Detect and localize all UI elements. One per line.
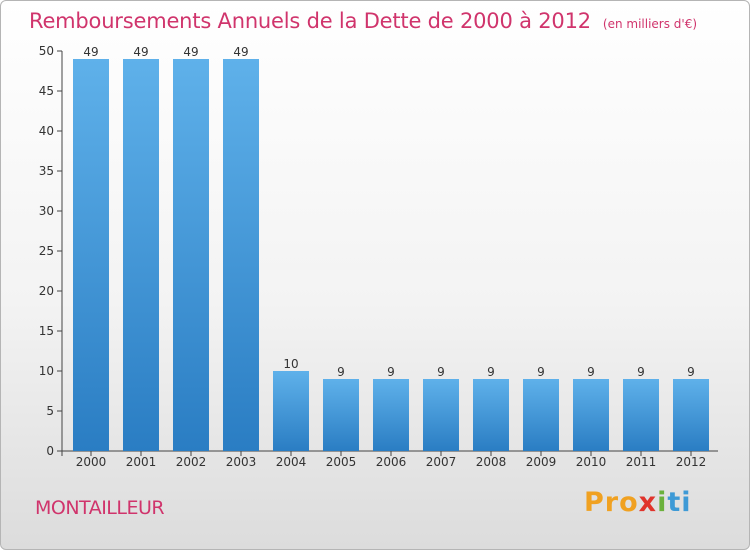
proxiti-logo: Proxiti: [584, 489, 692, 516]
bar: [173, 59, 209, 451]
x-tick-label: 2011: [626, 455, 657, 469]
bar: [623, 379, 659, 451]
bar: [423, 379, 459, 451]
logo-part-1: Pro: [584, 487, 639, 518]
chart-unit: (en milliers d'€): [602, 17, 698, 31]
data-label: 49: [133, 45, 148, 59]
chart-title: Remboursements Annuels de la Dette de 20…: [29, 9, 697, 33]
y-tick-label: 10: [39, 364, 54, 378]
bar: [323, 379, 359, 451]
y-tick-label: 20: [39, 284, 54, 298]
y-tick-label: 40: [39, 124, 54, 138]
x-tick-label: 2007: [426, 455, 457, 469]
y-tick-label: 50: [39, 44, 54, 58]
y-tick-label: 5: [46, 404, 54, 418]
y-tick-label: 30: [39, 204, 54, 218]
data-label: 9: [687, 365, 695, 379]
y-tick-label: 15: [39, 324, 54, 338]
bar: [273, 371, 309, 451]
x-tick-label: 2004: [276, 455, 307, 469]
x-tick-label: 2008: [476, 455, 507, 469]
y-tick-label: 45: [39, 84, 54, 98]
axes: 0 5 10 15 20 25 30 35 40 45 50: [39, 44, 718, 458]
y-tick-label: 0: [46, 444, 54, 458]
logo-part-3: i: [657, 487, 668, 518]
data-label: 9: [587, 365, 595, 379]
x-tick-label: 2010: [576, 455, 607, 469]
x-tick-label: 2000: [76, 455, 107, 469]
bar: [673, 379, 709, 451]
bar: [473, 379, 509, 451]
bars: [73, 59, 709, 451]
y-tick-label: 35: [39, 164, 54, 178]
data-label: 10: [283, 357, 298, 371]
y-tick-label: 25: [39, 244, 54, 258]
bar: [73, 59, 109, 451]
data-label: 9: [387, 365, 395, 379]
logo-part-2: x: [638, 487, 658, 518]
x-tick-label: 2002: [176, 455, 207, 469]
x-tick-label: 2005: [326, 455, 357, 469]
data-label: 49: [83, 45, 98, 59]
data-label: 9: [487, 365, 495, 379]
bar: [373, 379, 409, 451]
logo-part-4: ti: [667, 487, 692, 518]
data-label: 9: [537, 365, 545, 379]
bar: [223, 59, 259, 451]
bar: [123, 59, 159, 451]
town-name: MONTAILLEUR: [35, 497, 165, 519]
x-tick-label: 2009: [526, 455, 557, 469]
x-tick-label: 2012: [676, 455, 707, 469]
bar: [573, 379, 609, 451]
data-label: 9: [437, 365, 445, 379]
bar: [523, 379, 559, 451]
x-tick-label: 2003: [226, 455, 257, 469]
data-label: 49: [183, 45, 198, 59]
x-tick-label: 2006: [376, 455, 407, 469]
data-label: 9: [637, 365, 645, 379]
labels: 2000 49 2001 49 2002 49 2003 49 2004 10 2005 9 2006 9…: [76, 45, 707, 469]
data-label: 9: [337, 365, 345, 379]
data-label: 49: [233, 45, 248, 59]
x-tick-label: 2001: [126, 455, 157, 469]
chart-title-text: Remboursements Annuels de la Dette de 20…: [29, 9, 591, 33]
